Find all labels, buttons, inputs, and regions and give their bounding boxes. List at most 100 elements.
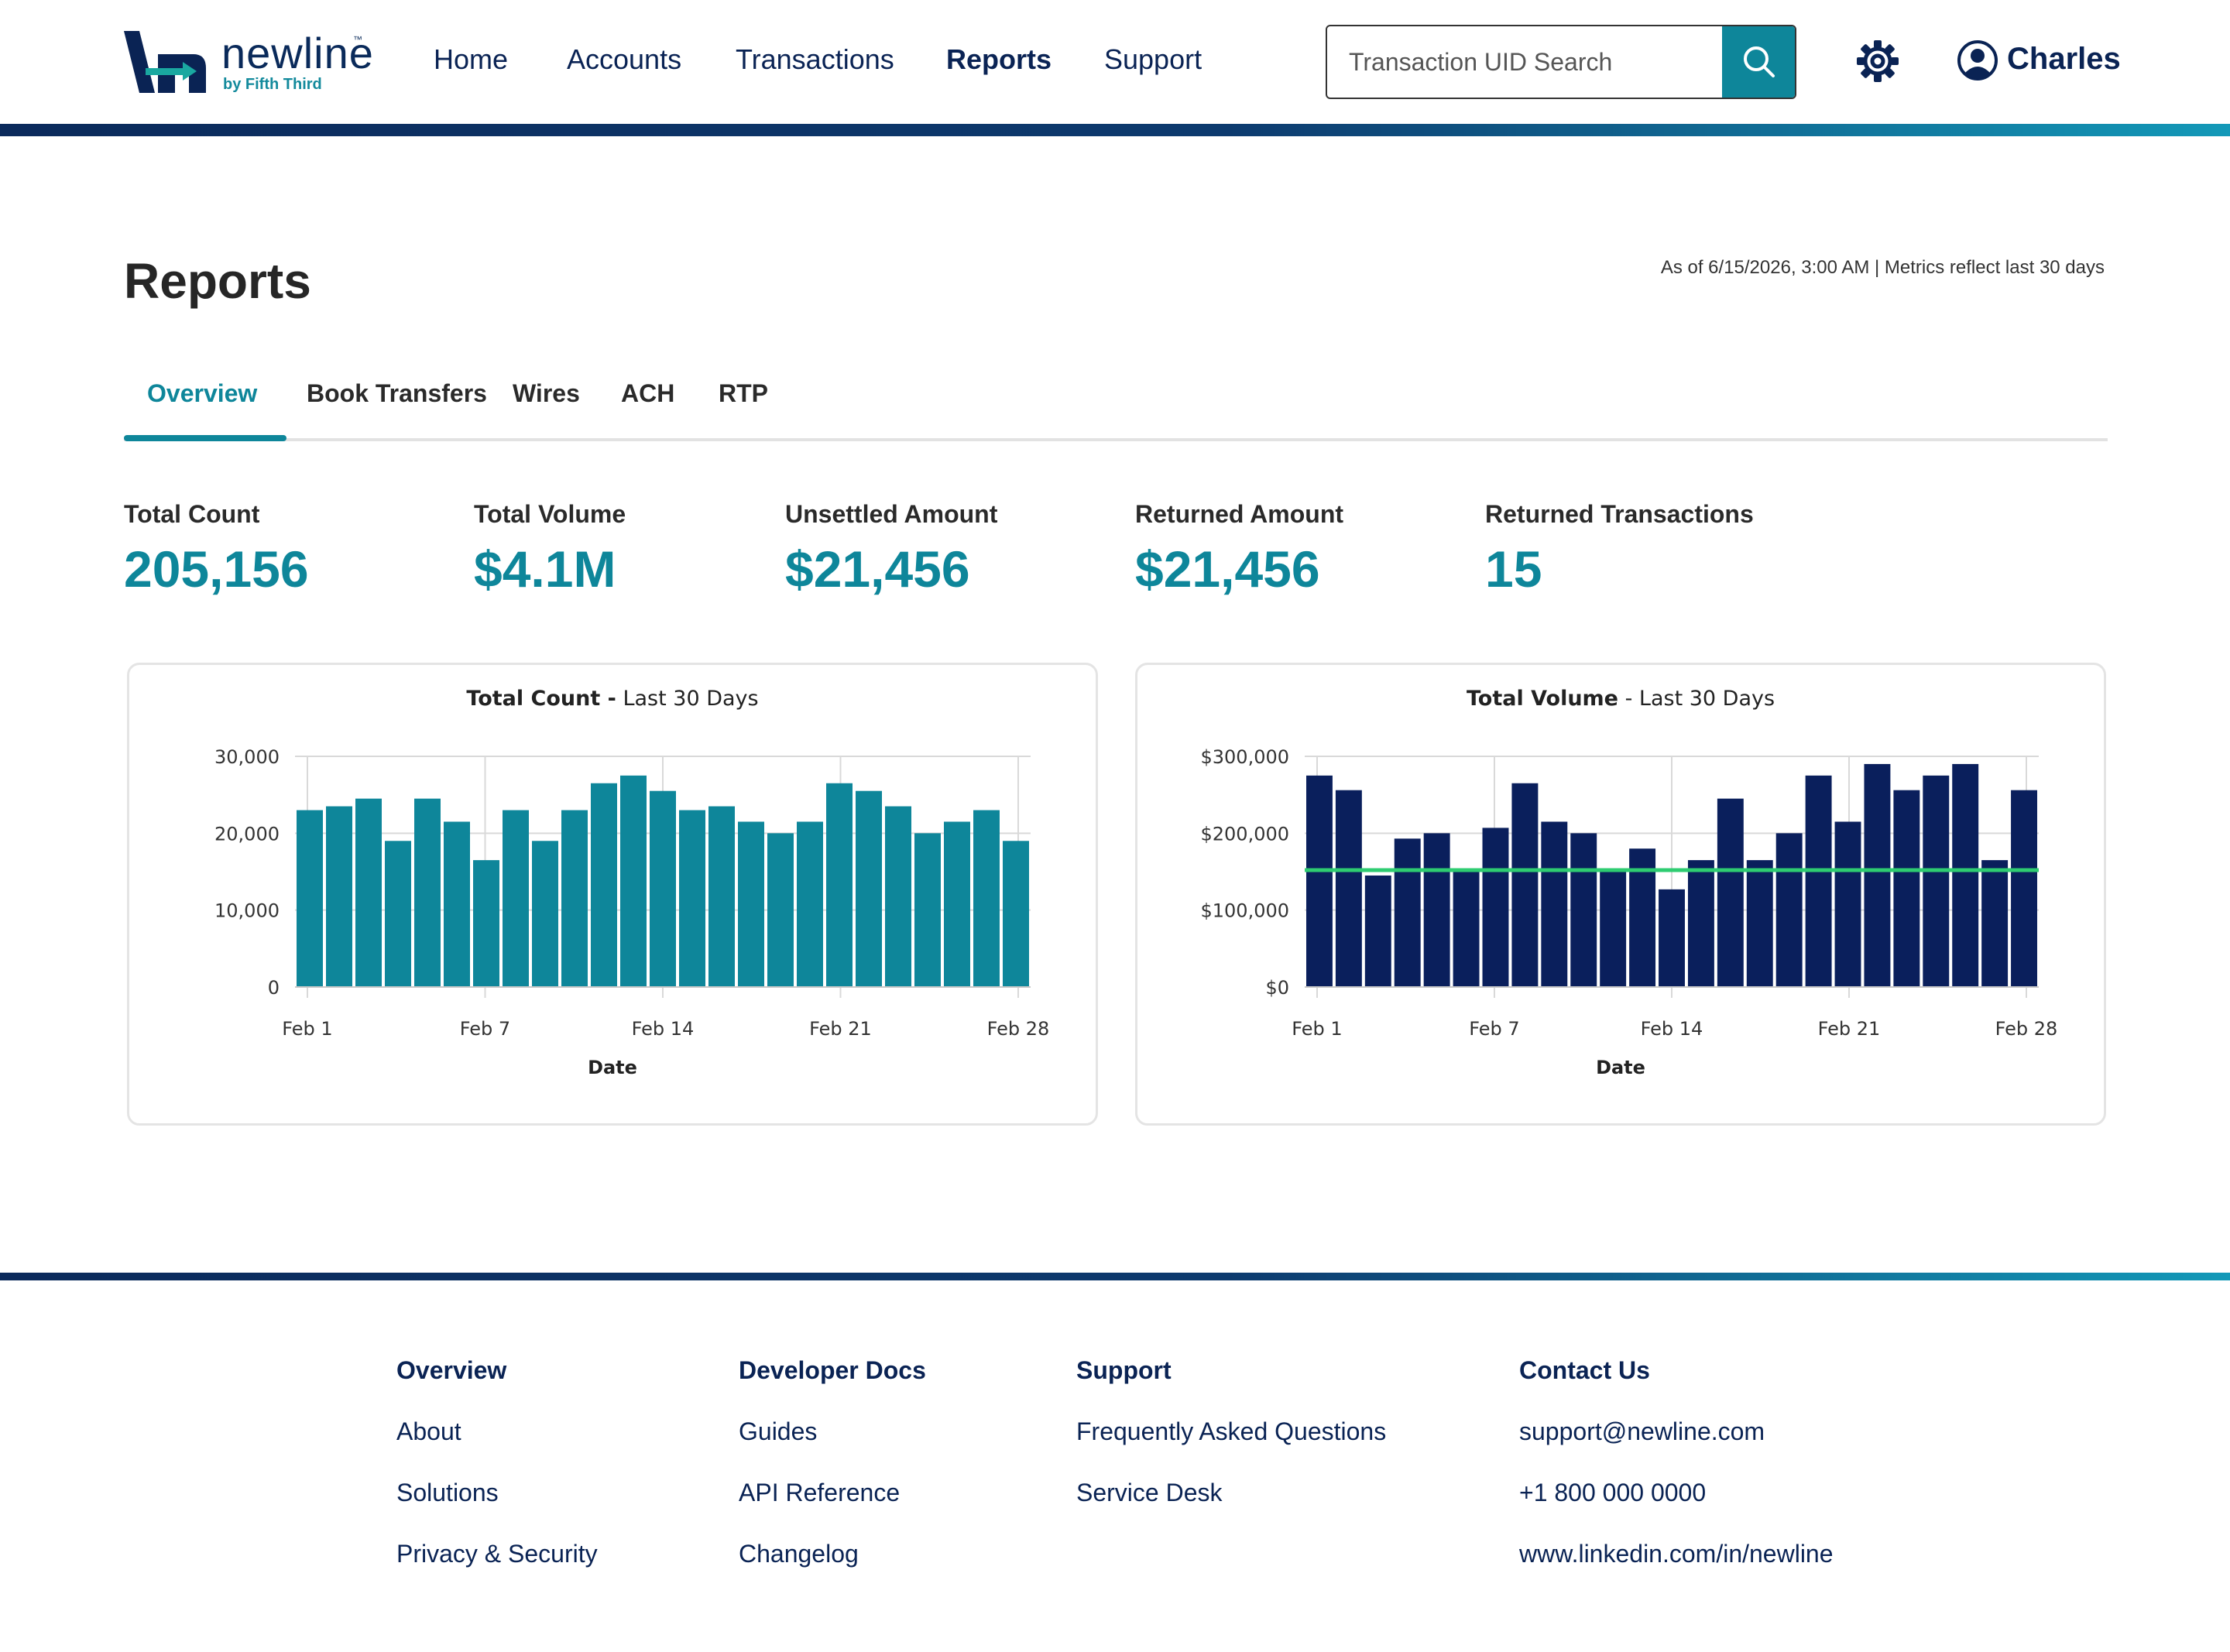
chart-bar bbox=[2011, 790, 2037, 987]
chart-bar bbox=[1775, 833, 1803, 987]
metric-returned-amount: Returned Amount $21,456 bbox=[1135, 500, 1343, 598]
chart-bar bbox=[826, 783, 853, 987]
footer-link-faq[interactable]: Frequently Asked Questions bbox=[1076, 1417, 1387, 1445]
x-tick-label: Feb 7 bbox=[1469, 1018, 1519, 1040]
nav-accounts[interactable]: Accounts bbox=[567, 43, 682, 75]
footer-link-about[interactable]: About bbox=[396, 1417, 461, 1445]
chart-bar bbox=[355, 798, 382, 987]
x-tick-label: Feb 28 bbox=[1995, 1018, 2058, 1040]
y-tick-label: 20,000 bbox=[214, 823, 280, 845]
user-name: Charles bbox=[2007, 42, 2121, 76]
logo-tagline: by Fifth Third bbox=[223, 76, 322, 93]
chart-bar bbox=[1659, 889, 1685, 987]
chart-bar bbox=[1717, 798, 1744, 987]
footer-heading: Contact Us bbox=[1519, 1356, 1650, 1384]
y-tick-label: 10,000 bbox=[214, 900, 280, 922]
footer-accent-bar bbox=[0, 1273, 2230, 1280]
chart-bar bbox=[620, 775, 647, 987]
chart-bar bbox=[944, 821, 970, 987]
chart-title: Total Count - Last 30 Days bbox=[466, 687, 758, 711]
page-title: Reports bbox=[124, 253, 311, 309]
footer-link-changelog[interactable]: Changelog bbox=[739, 1540, 859, 1568]
x-tick-label: Feb 1 bbox=[282, 1018, 332, 1040]
metric-value: $21,456 bbox=[1135, 540, 1320, 598]
chart-bar bbox=[1687, 860, 1714, 987]
footer-link-phone[interactable]: +1 800 000 0000 bbox=[1519, 1479, 1707, 1506]
footer-heading: Developer Docs bbox=[739, 1356, 926, 1384]
chart-bar bbox=[973, 810, 1000, 987]
y-tick-label: $0 bbox=[1265, 977, 1289, 999]
chart-bar bbox=[1511, 783, 1539, 987]
chart-title-bold: Total Volume bbox=[1467, 687, 1618, 711]
footer-link-email[interactable]: support@newline.com bbox=[1519, 1417, 1765, 1445]
x-axis-label: Date bbox=[1596, 1057, 1645, 1078]
nav-home[interactable]: Home bbox=[434, 43, 509, 75]
search-button[interactable] bbox=[1722, 26, 1795, 98]
top-header: newline ™ by Fifth Third Home Accounts T… bbox=[0, 0, 2230, 124]
footer-link-service-desk[interactable]: Service Desk bbox=[1076, 1479, 1223, 1506]
metric-label: Unsettled Amount bbox=[785, 500, 998, 528]
chart-bar bbox=[650, 790, 676, 987]
chart-bar bbox=[297, 810, 323, 987]
chart-bar bbox=[914, 833, 941, 987]
metric-returned-transactions: Returned Transactions 15 bbox=[1485, 500, 1754, 598]
tab-book-transfers[interactable]: Book Transfers bbox=[307, 379, 487, 407]
chart-bar bbox=[679, 810, 705, 987]
chart-bar bbox=[385, 841, 411, 987]
y-tick-label: 0 bbox=[268, 977, 280, 999]
gear-icon bbox=[1857, 40, 1899, 82]
user-menu[interactable]: Charles bbox=[1956, 39, 2121, 85]
footer-link-guides[interactable]: Guides bbox=[739, 1417, 818, 1445]
footer-heading: Overview bbox=[396, 1356, 507, 1384]
chart-bar bbox=[885, 806, 911, 987]
footer-link-solutions[interactable]: Solutions bbox=[396, 1479, 499, 1506]
chart-bar bbox=[532, 841, 558, 987]
y-tick-label: $200,000 bbox=[1200, 823, 1289, 845]
footer-link-linkedin[interactable]: www.linkedin.com/in/newline bbox=[1519, 1540, 1834, 1568]
metric-label: Total Volume bbox=[474, 500, 626, 528]
chart-bar bbox=[1003, 841, 1029, 987]
chart-bar bbox=[767, 833, 794, 987]
tab-ach[interactable]: ACH bbox=[621, 379, 675, 407]
chart-bar bbox=[503, 810, 529, 987]
chart-bar bbox=[1952, 763, 1979, 987]
total-volume-chart-card: Total Volume - Last 30 Days $0 $100,000 $20… bbox=[1135, 663, 2106, 1126]
metric-value: 205,156 bbox=[124, 540, 309, 598]
total-volume-chart: Total Volume - Last 30 Days $0 $100,000 $20… bbox=[1200, 687, 2058, 1078]
tab-overview[interactable]: Overview bbox=[147, 379, 258, 407]
nav-support[interactable]: Support bbox=[1104, 43, 1202, 75]
chart-title-rest: - Last 30 Days bbox=[1618, 687, 1775, 711]
chart-bar bbox=[1746, 860, 1773, 987]
footer-col-developer-docs: Developer Docs Guides API Reference Chan… bbox=[739, 1356, 926, 1568]
footer-link-api-reference[interactable]: API Reference bbox=[739, 1479, 901, 1506]
transaction-search bbox=[1326, 25, 1796, 99]
metric-value: $4.1M bbox=[474, 540, 616, 598]
nav-reports[interactable]: Reports bbox=[946, 43, 1052, 75]
footer-col-support: Support Frequently Asked Questions Servi… bbox=[1076, 1356, 1386, 1507]
chart-bar bbox=[1541, 821, 1568, 987]
metric-total-volume: Total Volume $4.1M bbox=[474, 500, 626, 598]
footer-link-privacy[interactable]: Privacy & Security bbox=[396, 1540, 598, 1568]
x-tick-label: Feb 21 bbox=[809, 1018, 872, 1040]
chart-bar bbox=[1335, 790, 1362, 987]
chart-bar bbox=[444, 821, 470, 987]
chart-bar bbox=[1364, 875, 1391, 987]
settings-button[interactable] bbox=[1855, 39, 1900, 84]
newline-logo[interactable]: newline ™ by Fifth Third bbox=[122, 28, 373, 98]
chart-bar bbox=[1394, 838, 1421, 987]
search-input[interactable] bbox=[1327, 26, 1714, 98]
logo-trademark: ™ bbox=[353, 34, 362, 45]
x-tick-label: Feb 1 bbox=[1292, 1018, 1342, 1040]
chart-bar bbox=[1306, 775, 1333, 987]
chart-bar bbox=[1453, 872, 1480, 987]
chart-bar bbox=[738, 821, 764, 987]
tab-rtp[interactable]: RTP bbox=[719, 379, 768, 407]
x-tick-label: Feb 21 bbox=[1818, 1018, 1881, 1040]
newline-logo-mark-icon bbox=[124, 31, 206, 93]
y-tick-label: 30,000 bbox=[214, 746, 280, 768]
x-tick-label: Feb 28 bbox=[987, 1018, 1050, 1040]
tab-wires[interactable]: Wires bbox=[513, 379, 580, 407]
nav-transactions[interactable]: Transactions bbox=[736, 43, 894, 75]
chart-bar bbox=[1600, 872, 1627, 987]
chart-bar bbox=[414, 798, 441, 987]
